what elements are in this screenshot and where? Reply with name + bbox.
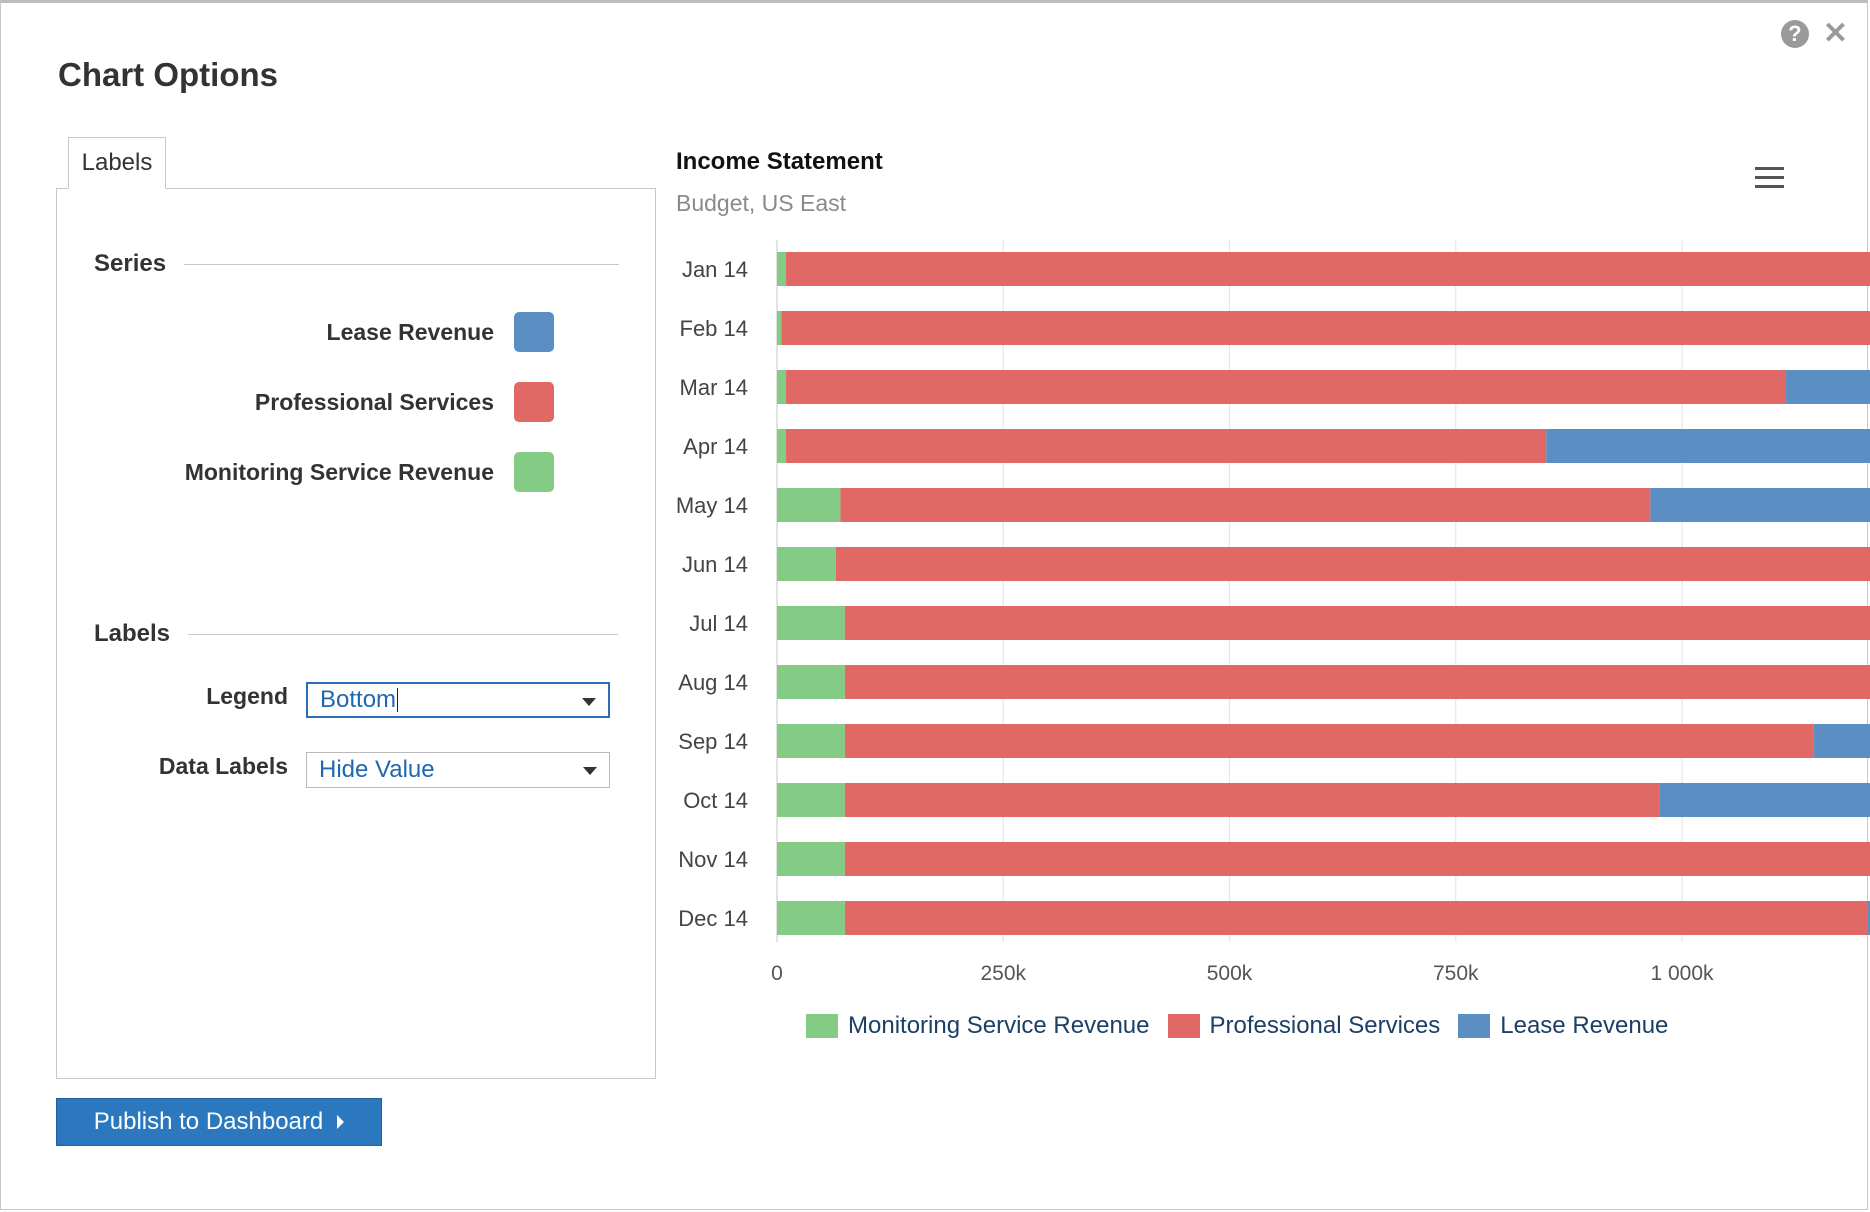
legend-select[interactable]: Bottom bbox=[306, 682, 610, 718]
y-axis-tick-label: Sep 14 bbox=[678, 729, 748, 754]
bar-segment bbox=[781, 311, 1870, 345]
series-item-professional-services: Professional Services bbox=[255, 382, 554, 422]
bar-segment bbox=[1659, 783, 1870, 817]
data-labels-select[interactable]: Hide Value bbox=[306, 752, 610, 788]
series-item-lease-revenue: Lease Revenue bbox=[327, 312, 554, 352]
bar-segment bbox=[777, 370, 787, 404]
bar-segment bbox=[1867, 901, 1870, 935]
chart-title: Income Statement bbox=[676, 148, 883, 175]
series-heading-text: Series bbox=[94, 250, 167, 277]
bar-segment bbox=[777, 665, 845, 699]
legend-item-monitoring[interactable]: Monitoring Service Revenue bbox=[806, 1012, 1150, 1040]
x-axis-tick-label: 1 000k bbox=[1650, 962, 1714, 985]
series-item-monitoring-service-revenue: Monitoring Service Revenue bbox=[185, 452, 554, 492]
y-axis-tick-label: Feb 14 bbox=[680, 316, 749, 341]
bar-segment bbox=[844, 665, 1870, 699]
publish-to-dashboard-button[interactable]: Publish to Dashboard bbox=[56, 1098, 382, 1146]
series-label: Monitoring Service Revenue bbox=[184, 458, 494, 485]
y-axis-tick-label: Jan 14 bbox=[682, 257, 748, 282]
y-axis-tick-label: Jun 14 bbox=[682, 552, 748, 577]
series-divider bbox=[184, 263, 620, 265]
bar-segment bbox=[777, 606, 845, 640]
monitoring-service-revenue-color-swatch[interactable] bbox=[514, 452, 554, 492]
chart-menu-icon[interactable] bbox=[1755, 167, 1784, 194]
chart-subtitle: Budget, US East bbox=[676, 190, 847, 216]
series-label: Professional Services bbox=[254, 388, 494, 415]
chevron-down-icon bbox=[582, 698, 596, 706]
x-axis-tick-label: 0 bbox=[771, 962, 783, 985]
legend-label: Lease Revenue bbox=[1500, 1012, 1669, 1039]
bar-segment bbox=[777, 252, 787, 286]
text-cursor bbox=[397, 688, 399, 712]
bar-segment bbox=[844, 842, 1870, 876]
professional-services-color-swatch[interactable] bbox=[514, 382, 554, 422]
dialog-title: Chart Options bbox=[58, 56, 278, 93]
bar-segment bbox=[844, 724, 1814, 758]
labels-heading-text: Labels bbox=[94, 620, 171, 647]
data-labels-field-label: Data Labels bbox=[158, 753, 288, 779]
y-axis-tick-label: Mar 14 bbox=[680, 375, 748, 400]
lease-revenue-color-swatch[interactable] bbox=[514, 312, 554, 352]
series-section-heading: Series bbox=[94, 250, 620, 278]
bar-segment bbox=[777, 901, 845, 935]
legend-select-value: Bottom bbox=[320, 686, 397, 713]
bar-segment bbox=[840, 488, 1651, 522]
bar-segment bbox=[1546, 429, 1870, 463]
x-axis-tick-label: 500k bbox=[1207, 962, 1253, 985]
publish-button-label: Publish to Dashboard bbox=[93, 1108, 324, 1135]
y-axis-tick-label: Dec 14 bbox=[678, 906, 748, 931]
options-panel bbox=[56, 188, 656, 1079]
legend-swatch bbox=[806, 1014, 838, 1038]
data-labels-select-value: Hide Value bbox=[319, 756, 435, 783]
legend-field-label: Legend bbox=[206, 683, 288, 709]
close-icon[interactable]: ✕ bbox=[1822, 17, 1848, 50]
y-axis-tick-label: Jul 14 bbox=[689, 611, 748, 636]
bar-segment bbox=[844, 901, 1868, 935]
legend-swatch bbox=[1458, 1014, 1491, 1038]
bar-segment bbox=[786, 252, 1870, 286]
y-axis-tick-label: Oct 14 bbox=[683, 788, 748, 813]
tab-labels[interactable]: Labels bbox=[68, 137, 166, 189]
series-label: Lease Revenue bbox=[326, 318, 494, 345]
bar-segment bbox=[777, 547, 836, 581]
bar-segment bbox=[777, 842, 845, 876]
bar-segment bbox=[1813, 724, 1870, 758]
bar-segment bbox=[777, 311, 782, 345]
chart-legend: Monitoring Service Revenue Professional … bbox=[806, 1012, 1668, 1040]
bar-segment bbox=[1650, 488, 1870, 522]
bar-segment bbox=[786, 370, 1787, 404]
bar-segment bbox=[835, 547, 1870, 581]
legend-label: Professional Services bbox=[1209, 1012, 1441, 1039]
dialog-controls: ? ✕ bbox=[1780, 17, 1848, 50]
bar-segment bbox=[786, 429, 1547, 463]
bar-segment bbox=[777, 429, 787, 463]
chevron-right-icon bbox=[337, 1115, 345, 1129]
bar-segment bbox=[777, 724, 845, 758]
legend-label: Monitoring Service Revenue bbox=[848, 1012, 1150, 1039]
bar-segment bbox=[1786, 370, 1870, 404]
bar-segment bbox=[777, 488, 841, 522]
legend-item-lease[interactable]: Lease Revenue bbox=[1458, 1012, 1668, 1040]
legend-item-professional[interactable]: Professional Services bbox=[1167, 1012, 1441, 1040]
legend-swatch bbox=[1167, 1014, 1200, 1038]
labels-divider bbox=[188, 633, 619, 635]
labels-section-heading: Labels bbox=[94, 620, 619, 648]
y-axis-tick-label: Aug 14 bbox=[678, 670, 748, 695]
bar-segment bbox=[844, 783, 1660, 817]
bar-segment bbox=[844, 606, 1870, 640]
x-axis-tick-label: 250k bbox=[980, 962, 1026, 985]
help-icon[interactable]: ? bbox=[1780, 20, 1809, 48]
y-axis-tick-label: May 14 bbox=[676, 493, 748, 518]
y-axis-tick-label: Apr 14 bbox=[683, 434, 748, 459]
y-axis-tick-label: Nov 14 bbox=[678, 847, 748, 872]
x-axis-tick-label: 750k bbox=[1433, 962, 1479, 985]
chevron-down-icon bbox=[583, 767, 597, 775]
bar-segment bbox=[777, 783, 845, 817]
